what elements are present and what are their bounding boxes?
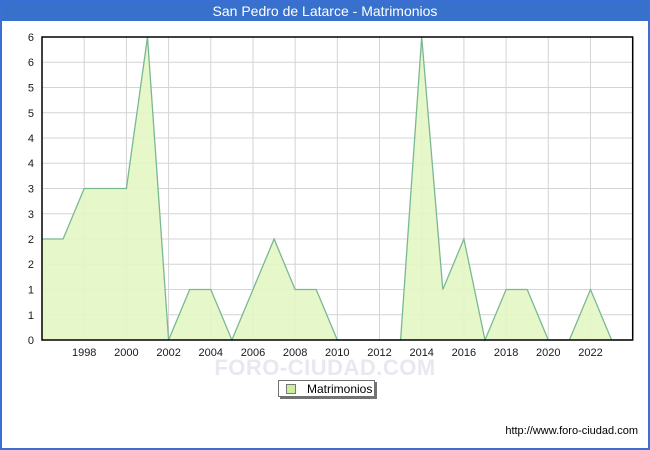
- svg-text:4: 4: [28, 133, 34, 145]
- svg-text:2008: 2008: [283, 347, 307, 359]
- svg-text:2014: 2014: [409, 347, 433, 359]
- svg-text:1998: 1998: [72, 347, 96, 359]
- svg-text:2002: 2002: [156, 347, 180, 359]
- svg-text:2006: 2006: [241, 347, 265, 359]
- svg-text:6: 6: [28, 32, 34, 44]
- svg-text:0: 0: [28, 335, 34, 347]
- svg-text:2020: 2020: [536, 347, 560, 359]
- svg-text:5: 5: [28, 108, 34, 120]
- svg-text:2016: 2016: [452, 347, 476, 359]
- svg-text:2012: 2012: [367, 347, 391, 359]
- svg-text:1: 1: [28, 285, 34, 297]
- svg-text:3: 3: [28, 184, 34, 196]
- svg-text:2: 2: [28, 259, 34, 271]
- svg-text:5: 5: [28, 83, 34, 95]
- svg-text:4: 4: [28, 158, 34, 170]
- svg-text:2022: 2022: [578, 347, 602, 359]
- svg-text:2000: 2000: [114, 347, 138, 359]
- svg-text:6: 6: [28, 57, 34, 69]
- svg-text:2: 2: [28, 234, 34, 246]
- svg-text:2018: 2018: [494, 347, 518, 359]
- svg-text:2010: 2010: [325, 347, 349, 359]
- svg-text:3: 3: [28, 209, 34, 221]
- svg-text:2004: 2004: [199, 347, 223, 359]
- svg-text:1: 1: [28, 310, 34, 322]
